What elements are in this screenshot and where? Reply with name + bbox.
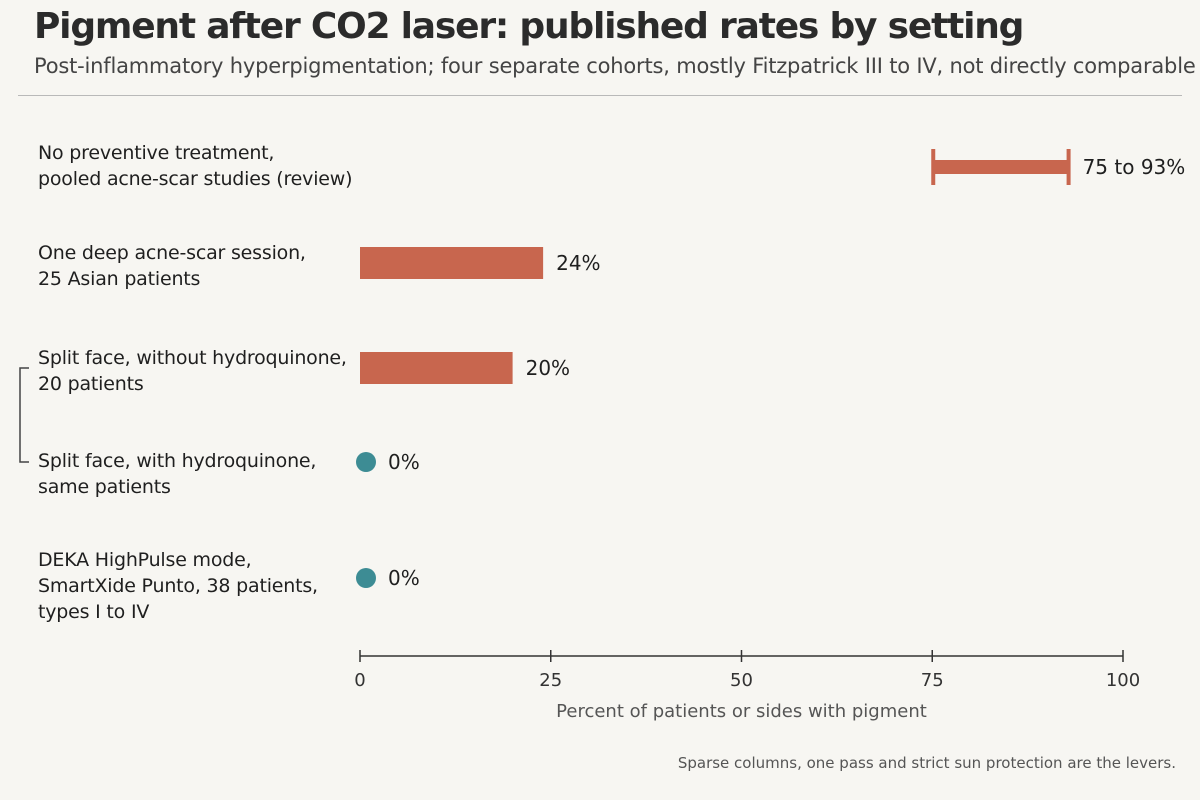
header-rule [18,95,1182,96]
category-label: No preventive treatment, pooled acne-sca… [38,142,353,190]
bar [360,247,544,279]
range-bar [932,160,1070,174]
x-axis-label: Percent of patients or sides with pigmen… [556,701,927,722]
chart-subtitle: Post-inflammatory hyperpigmentation; fou… [34,54,1196,78]
x-tick-label: 100 [1106,670,1140,691]
value-label: 0% [388,450,420,474]
footnote: Sparse columns, one pass and strict sun … [677,754,1176,772]
x-tick-label: 75 [921,670,944,691]
value-label: 24% [556,251,600,275]
category-label: Split face, without hydroquinone, 20 pat… [38,347,347,395]
category-label: One deep acne-scar session, 25 Asian pat… [38,242,306,290]
zero-dot [356,452,376,472]
category-label: Split face, with hydroquinone, same pati… [38,450,317,498]
value-label: 20% [526,356,570,380]
x-tick-label: 0 [354,670,365,691]
bar [360,352,513,384]
value-label: 75 to 93% [1083,155,1186,179]
zero-dot [356,568,376,588]
category-label: DEKA HighPulse mode, SmartXide Punto, 38… [38,549,318,623]
x-tick-label: 25 [539,670,562,691]
value-label: 0% [388,566,420,590]
chart-title: Pigment after CO2 laser: published rates… [34,6,1024,47]
x-tick-label: 50 [730,670,753,691]
split-face-bracket [19,367,29,463]
